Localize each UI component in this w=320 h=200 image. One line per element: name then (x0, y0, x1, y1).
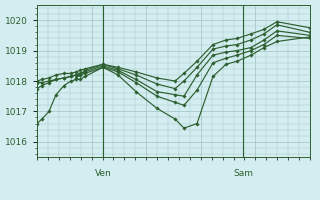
Text: Ven: Ven (95, 169, 111, 178)
Text: Sam: Sam (233, 169, 253, 178)
